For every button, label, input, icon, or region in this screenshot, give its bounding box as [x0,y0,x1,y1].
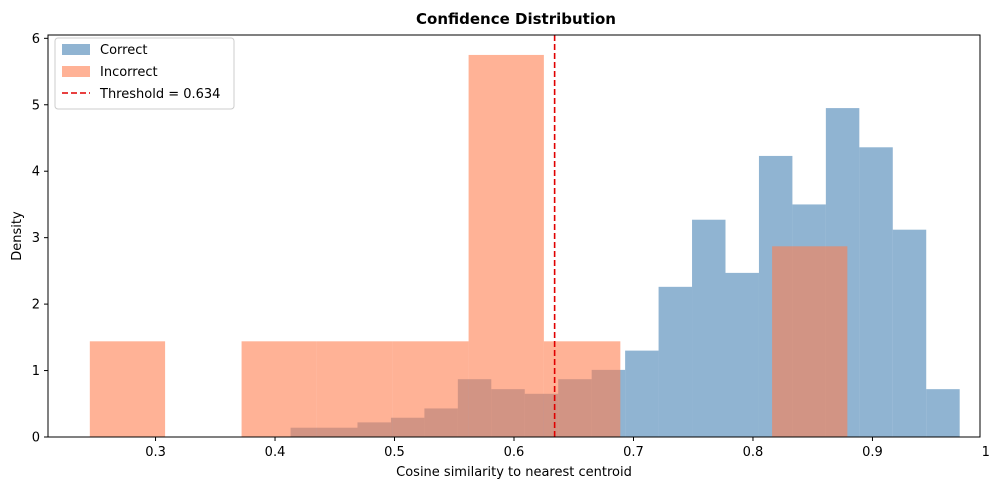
bar-correct-13 [725,272,759,437]
legend-swatch-incorrect [62,66,90,77]
x-tick-label: 0.7 [623,445,644,460]
x-tick-label: 0.8 [743,445,764,460]
legend-label-correct: Correct [100,43,147,58]
bar-correct-18 [892,229,927,437]
x-tick-label: 0.9 [862,445,883,460]
x-tick-label: 1.0 [982,445,989,460]
bar-correct-19 [926,389,960,437]
legend: Correct Incorrect Threshold = 0.634 [54,37,235,110]
y-tick-label: 4 [32,165,40,180]
x-tick-label: 0.3 [145,445,166,460]
legend-label-incorrect: Incorrect [100,65,158,80]
x-tick-label: 0.5 [384,445,405,460]
bar-incorrect-3 [316,341,393,437]
y-tick-label: 6 [32,32,40,47]
bar-correct-12 [692,219,726,437]
x-axis-label: Cosine similarity to nearest centroid [396,465,632,480]
y-tick-label: 5 [32,98,40,113]
bar-incorrect-0 [89,341,166,437]
y-axis-label: Density [10,211,25,261]
legend-swatch-correct [62,44,90,55]
bar-correct-10 [625,350,659,437]
bar-incorrect-5 [468,54,544,437]
y-tick-label: 3 [32,231,40,246]
x-tick-label: 0.4 [265,445,286,460]
y-tick-label: 0 [32,431,40,446]
y-axis-ticks: 0 1 2 3 4 5 6 [32,32,48,446]
legend-frame [54,37,235,110]
bar-incorrect-4 [392,341,469,437]
x-axis-ticks: 0.3 0.4 0.5 0.6 0.7 0.8 0.9 1.0 [145,437,989,460]
plot-area [47,34,981,438]
chart-title: Confidence Distribution [416,10,616,28]
histogram-bars [89,54,960,437]
x-tick-label: 0.6 [504,445,525,460]
bar-correct-17 [859,147,893,437]
y-tick-label: 1 [32,364,40,379]
bar-incorrect-9 [772,246,848,437]
bar-incorrect-2 [241,341,317,437]
bar-correct-11 [658,286,693,437]
bar-incorrect-6 [543,341,621,437]
legend-label-threshold: Threshold = 0.634 [99,87,220,102]
y-tick-label: 2 [32,298,40,313]
